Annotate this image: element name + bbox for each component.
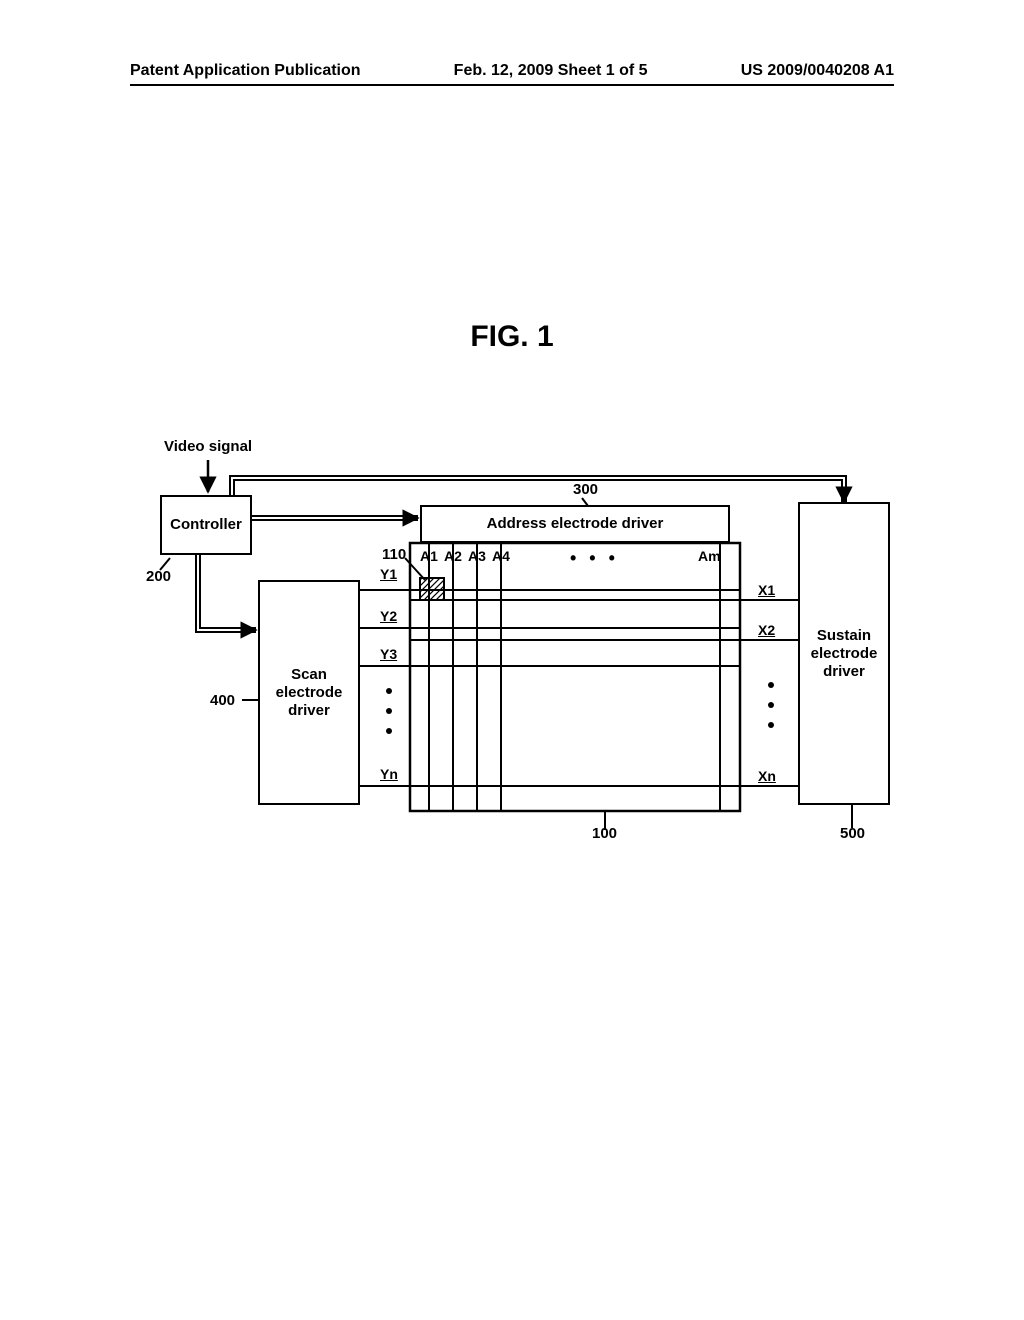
sus-x1: X1 xyxy=(758,582,775,598)
scan-driver-label: Scan electrode driver xyxy=(276,666,343,720)
sus-xn: Xn xyxy=(758,768,776,784)
sustain-driver-block: Sustain electrode driver xyxy=(798,502,890,805)
figure-title: FIG. 1 xyxy=(0,320,1024,354)
scan-driver-block: Scan electrode driver xyxy=(258,580,360,805)
addr-am: Am xyxy=(698,548,721,564)
controller-label: Controller xyxy=(170,516,242,534)
address-driver-label: Address electrode driver xyxy=(487,515,664,533)
y-dot xyxy=(386,708,392,714)
video-signal-label: Video signal xyxy=(164,438,252,455)
ref-300: 300 xyxy=(573,481,598,498)
header-right: US 2009/0040208 A1 xyxy=(741,62,894,80)
x-dot xyxy=(768,682,774,688)
ref-100: 100 xyxy=(592,825,617,842)
addr-a1: A1 xyxy=(420,548,438,564)
ref-400: 400 xyxy=(210,692,235,709)
controller-block: Controller xyxy=(160,495,252,555)
x-dot xyxy=(768,702,774,708)
header-center: Feb. 12, 2009 Sheet 1 of 5 xyxy=(454,62,648,80)
sustain-driver-label: Sustain electrode driver xyxy=(811,627,878,681)
addr-a4: A4 xyxy=(492,548,510,564)
scan-y3: Y3 xyxy=(380,646,397,662)
ref-500: 500 xyxy=(840,825,865,842)
header-left: Patent Application Publication xyxy=(130,62,361,80)
y-dot xyxy=(386,728,392,734)
addr-a3: A3 xyxy=(468,548,486,564)
ref-200: 200 xyxy=(146,568,171,585)
page: Patent Application Publication Feb. 12, … xyxy=(0,0,1024,1320)
block-diagram: Controller Scan electrode driver Address… xyxy=(150,430,890,850)
page-header: Patent Application Publication Feb. 12, … xyxy=(130,62,894,86)
scan-y2: Y2 xyxy=(380,608,397,624)
address-driver-block: Address electrode driver xyxy=(420,505,730,543)
y-dot xyxy=(386,688,392,694)
sus-x2: X2 xyxy=(758,622,775,638)
scan-y1: Y1 xyxy=(380,566,397,582)
addr-a2: A2 xyxy=(444,548,462,564)
addr-dots: • • • xyxy=(570,548,619,569)
scan-yn: Yn xyxy=(380,766,398,782)
ref-110: 110 xyxy=(382,546,406,563)
x-dot xyxy=(768,722,774,728)
